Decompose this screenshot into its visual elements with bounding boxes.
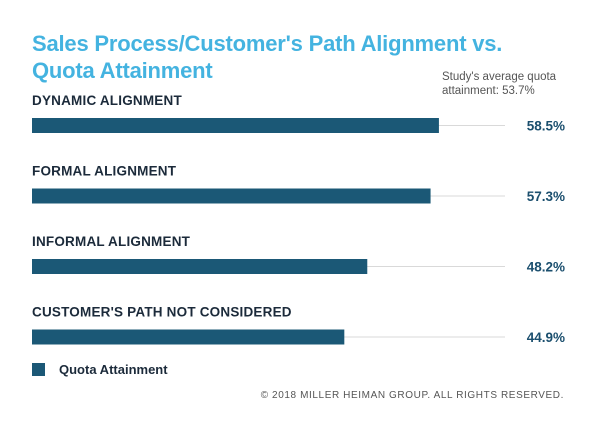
copyright-notice: © 2018 MILLER HEIMAN GROUP. ALL RIGHTS R… (260, 390, 564, 401)
legend-label: Quota Attainment (59, 362, 168, 377)
bar (32, 329, 345, 345)
value-label: 58.5% (527, 119, 565, 134)
value-label: 57.3% (527, 189, 565, 204)
category-label: FORMAL ALIGNMENT (32, 164, 177, 179)
category-label: INFORMAL ALIGNMENT (32, 234, 191, 249)
average-annotation: Study's average quota attainment: 53.7% (442, 71, 557, 97)
chart-title: Sales Process/Customer's Path Alignment … (32, 31, 503, 83)
value-label: 48.2% (527, 260, 565, 275)
legend-swatch (32, 363, 45, 376)
bar (32, 118, 439, 133)
category-label: DYNAMIC ALIGNMENT (32, 93, 182, 108)
bar (32, 188, 431, 204)
category-label: CUSTOMER'S PATH NOT CONSIDERED (32, 305, 292, 320)
legend: Quota Attainment (32, 362, 168, 377)
bar (32, 259, 368, 274)
value-label: 44.9% (527, 330, 565, 345)
